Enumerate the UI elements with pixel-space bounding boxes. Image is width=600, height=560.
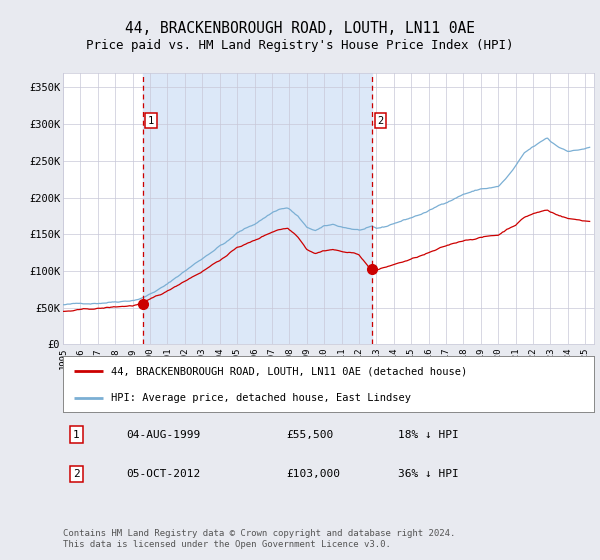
Text: 44, BRACKENBOROUGH ROAD, LOUTH, LN11 0AE: 44, BRACKENBOROUGH ROAD, LOUTH, LN11 0AE — [125, 21, 475, 36]
Text: 1: 1 — [148, 115, 154, 125]
Text: 04-AUG-1999: 04-AUG-1999 — [127, 430, 201, 440]
Text: 1: 1 — [73, 430, 80, 440]
Text: 05-OCT-2012: 05-OCT-2012 — [127, 469, 201, 479]
Text: Contains HM Land Registry data © Crown copyright and database right 2024.
This d: Contains HM Land Registry data © Crown c… — [63, 529, 455, 549]
Text: HPI: Average price, detached house, East Lindsey: HPI: Average price, detached house, East… — [111, 393, 411, 403]
Bar — [143, 73, 372, 344]
Text: Price paid vs. HM Land Registry's House Price Index (HPI): Price paid vs. HM Land Registry's House … — [86, 39, 514, 52]
Text: 36% ↓ HPI: 36% ↓ HPI — [398, 469, 458, 479]
Text: £103,000: £103,000 — [286, 469, 340, 479]
Text: £55,500: £55,500 — [286, 430, 333, 440]
Text: 2: 2 — [73, 469, 80, 479]
Text: 2: 2 — [377, 115, 383, 125]
Text: 44, BRACKENBOROUGH ROAD, LOUTH, LN11 0AE (detached house): 44, BRACKENBOROUGH ROAD, LOUTH, LN11 0AE… — [111, 366, 467, 376]
Text: 18% ↓ HPI: 18% ↓ HPI — [398, 430, 458, 440]
